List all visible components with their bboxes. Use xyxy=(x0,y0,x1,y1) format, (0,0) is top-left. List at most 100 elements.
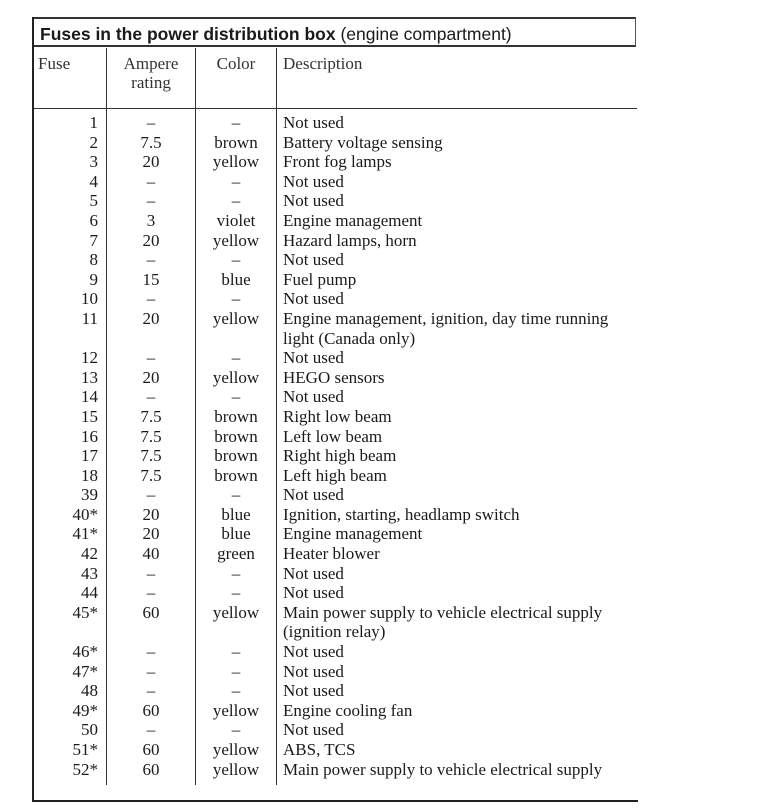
fuse-description: Not used xyxy=(276,250,637,270)
ampere-rating: 20 xyxy=(106,524,196,545)
table-row: 41* 20 blue Engine management xyxy=(34,524,637,545)
header-fuse: Fuse xyxy=(34,48,107,109)
table-row: 17 7.5 brown Right high beam xyxy=(34,446,637,466)
table-row: 52* 60 yellow Main power supply to vehicle … xyxy=(34,759,637,780)
ampere-rating: – xyxy=(106,191,196,211)
fuse-description: Fuel pump xyxy=(276,269,637,290)
table-row: 10– – Not used xyxy=(34,289,637,309)
table-row: 47* – – Not used xyxy=(34,661,637,682)
fuse-color: yellow xyxy=(195,700,277,721)
fuse-color: yellow xyxy=(195,367,277,388)
ampere-rating: 60 xyxy=(106,602,196,643)
fuse-number: 47* xyxy=(72,661,99,681)
ampere-rating: 3 xyxy=(106,210,196,231)
fuse-description: Ignition, starting, headlamp switch xyxy=(276,504,637,525)
fuse-description: Not used xyxy=(276,289,637,309)
table-row: 9 15 blue Fuel pump xyxy=(34,269,637,290)
fuse-description: Not used xyxy=(276,485,637,505)
header-description: Description xyxy=(276,48,637,109)
fuse-description: Front fog lamps xyxy=(276,152,637,172)
fuse-number: 8 xyxy=(89,250,99,270)
fuse-number: 46* xyxy=(72,642,99,662)
ampere-rating: – xyxy=(106,681,196,701)
header-row: Fuse Ampere rating Color Description xyxy=(34,48,637,109)
ampere-rating: 7.5 xyxy=(106,406,196,427)
fuse-description: HEGO sensors xyxy=(276,367,637,388)
table-row: 51* 60 yellow ABS, TCS xyxy=(34,740,637,760)
fuse-description: Hazard lamps, horn xyxy=(276,230,637,251)
ampere-rating: – xyxy=(106,108,196,133)
table-row: 13 20 yellow HEGO sensors xyxy=(34,367,637,388)
fuse-number: 9 xyxy=(89,269,99,289)
fuse-color: yellow xyxy=(195,230,277,251)
fuse-description: Right low beam xyxy=(276,406,637,427)
table-row: 45* 60 yellow Main power supply to vehicle … xyxy=(34,602,637,643)
fuse-description: Right high beam xyxy=(276,446,637,466)
fuse-color: – xyxy=(195,171,277,192)
table-row: 15 7.5 brown Right low beam xyxy=(34,406,637,427)
ampere-rating: 60 xyxy=(106,700,196,721)
fuse-color: blue xyxy=(195,269,277,290)
fuse-description: Left high beam xyxy=(276,465,637,486)
title-rest: (engine compartment) xyxy=(335,24,512,44)
title-bold: Fuses in the power distribution box xyxy=(40,24,336,44)
table-title: Fuses in the power distribution box (eng… xyxy=(34,17,636,47)
fuse-number: 39 xyxy=(81,485,98,505)
fuse-color: violet xyxy=(195,210,277,231)
fuse-number: 3 xyxy=(89,152,99,172)
ampere-rating: – xyxy=(106,661,196,682)
fuse-number: 2 xyxy=(89,132,99,152)
fuse-number: 16 xyxy=(81,426,98,446)
fuse-table-box: Fuses in the power distribution box (eng… xyxy=(32,17,638,802)
fuse-color: yellow xyxy=(195,602,277,643)
ampere-rating: 15 xyxy=(106,269,196,290)
fuse-description: Main power supply to vehicle electrical … xyxy=(276,602,637,643)
ampere-rating: 20 xyxy=(106,230,196,251)
fuse-number: 5 xyxy=(89,191,99,211)
table-row: 8– – Not used xyxy=(34,250,637,270)
fuse-table: Fuse Ampere rating Color Description 1– –… xyxy=(34,48,637,786)
fuse-number: 44 xyxy=(81,583,98,603)
fuse-color: brown xyxy=(195,406,277,427)
ampere-rating: 20 xyxy=(106,308,196,349)
fuse-color: – xyxy=(195,108,277,133)
fuse-description: Not used xyxy=(276,583,637,603)
ampere-rating: 7.5 xyxy=(106,465,196,486)
fuse-number: 12 xyxy=(81,348,98,368)
fuse-description: Not used xyxy=(276,642,637,662)
ampere-rating: – xyxy=(106,485,196,505)
table-row: 43– – Not used xyxy=(34,563,637,584)
ampere-rating: – xyxy=(106,583,196,603)
ampere-rating: 60 xyxy=(106,759,196,780)
fuse-description: Main power supply to vehicle electrical … xyxy=(276,759,637,780)
ampere-rating: 7.5 xyxy=(106,426,196,447)
fuse-description: Not used xyxy=(276,171,637,192)
fuse-number: 13 xyxy=(81,367,98,387)
fuse-number: 48 xyxy=(81,681,98,701)
fuse-color: – xyxy=(195,661,277,682)
ampere-rating: – xyxy=(106,387,196,407)
table-row: 3 20 yellow Front fog lamps xyxy=(34,152,637,172)
table-row: 12– – Not used xyxy=(34,348,637,368)
fuse-description: Not used xyxy=(276,563,637,584)
fuse-description: Battery voltage sensing xyxy=(276,132,637,153)
fuse-description: Engine management xyxy=(276,524,637,545)
fuse-color: yellow xyxy=(195,152,277,172)
ampere-rating: – xyxy=(106,642,196,662)
ampere-rating: 7.5 xyxy=(106,446,196,466)
fuse-color: blue xyxy=(195,504,277,525)
fuse-number: 42 xyxy=(81,544,98,564)
fuse-number: 50 xyxy=(81,720,98,740)
fuse-color: – xyxy=(195,681,277,701)
filler-cell xyxy=(276,779,637,786)
fuse-number: 52* xyxy=(72,759,99,779)
fuse-description: Engine cooling fan xyxy=(276,700,637,721)
table-row: 42 40 green Heater blower xyxy=(34,544,637,564)
table-row: 14– – Not used xyxy=(34,387,637,407)
fuse-number: 49* xyxy=(72,700,99,720)
table-row: 48– – Not used xyxy=(34,681,637,701)
fuse-description: Left low beam xyxy=(276,426,637,447)
ampere-rating: – xyxy=(106,720,196,740)
ampere-rating: 20 xyxy=(106,504,196,525)
filler-cell xyxy=(195,779,277,786)
